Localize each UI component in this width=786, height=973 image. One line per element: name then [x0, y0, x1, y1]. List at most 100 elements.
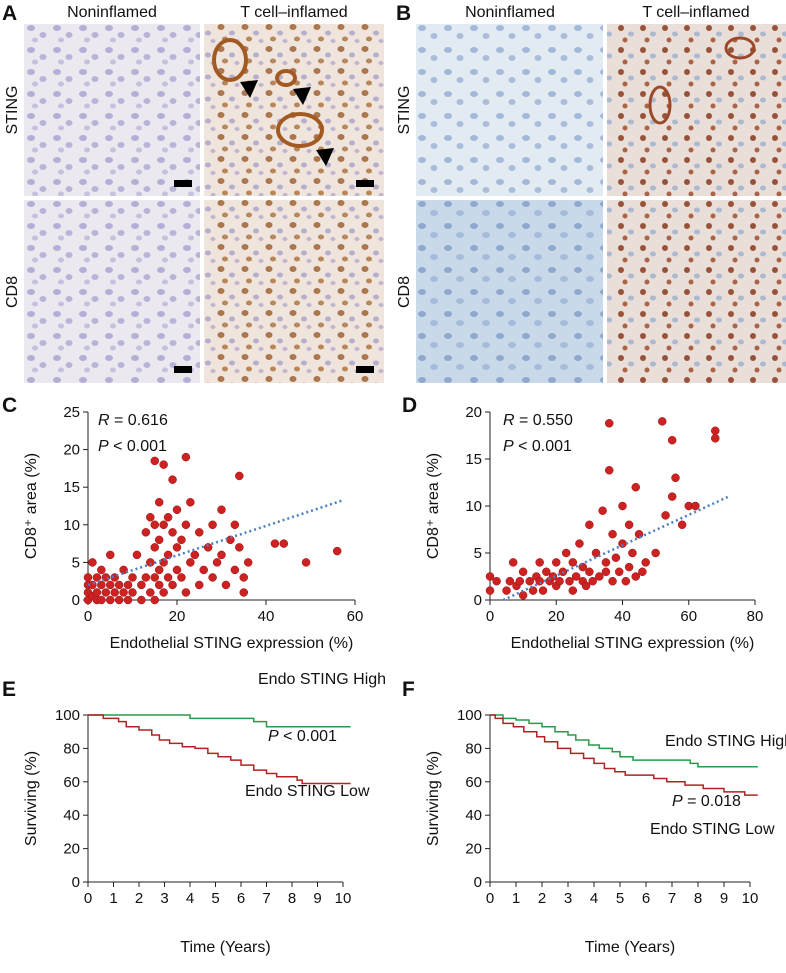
point	[106, 580, 115, 590]
y-tick-label: 0	[474, 592, 482, 609]
point	[588, 576, 597, 586]
point	[608, 529, 617, 539]
row-header: STING	[396, 86, 413, 135]
x-tick-label: 4	[590, 890, 598, 907]
x-axis-label: Time (Years)	[585, 939, 675, 956]
point	[177, 535, 186, 545]
x-tick-label: 0	[486, 608, 494, 625]
point	[631, 482, 640, 492]
point	[515, 576, 525, 586]
point	[119, 565, 128, 575]
point	[601, 567, 611, 577]
point	[195, 580, 204, 590]
x-tick-label: 60	[680, 608, 697, 625]
point	[217, 505, 226, 515]
panel-label: A	[2, 2, 17, 25]
point	[195, 528, 204, 537]
point	[83, 573, 93, 582]
point	[598, 506, 607, 515]
point	[137, 595, 146, 605]
point	[168, 475, 177, 484]
x-tick-label: 10	[742, 890, 759, 907]
point	[571, 572, 581, 581]
x-tick-label: 9	[720, 890, 728, 907]
column-header: T cell–inflamed	[642, 4, 749, 21]
point	[212, 558, 222, 567]
x-tick-label: 8	[694, 890, 702, 907]
trend-line	[502, 495, 730, 602]
y-tick-label: 100	[55, 707, 80, 724]
point	[332, 546, 342, 556]
point	[561, 548, 571, 558]
y-tick-label: 40	[465, 807, 482, 824]
y-tick-label: 60	[63, 774, 80, 791]
point	[492, 576, 501, 586]
point	[150, 520, 159, 530]
point	[568, 586, 578, 595]
point	[279, 539, 289, 548]
point	[172, 505, 182, 515]
point	[634, 529, 644, 539]
chart: 0 20 40 60 80 100 0 1 2 3 4 5 6 7 8 9 10 Surviving (%) Tim…	[425, 707, 786, 956]
point	[505, 576, 515, 586]
annotation: P < 0.001	[503, 438, 572, 455]
point	[172, 543, 182, 552]
point	[611, 553, 621, 562]
point	[186, 497, 195, 507]
y-tick-label: 20	[63, 841, 80, 858]
point	[168, 528, 177, 537]
point	[667, 492, 677, 501]
point	[243, 558, 253, 567]
x-tick-label: 3	[564, 890, 572, 907]
point	[518, 567, 528, 577]
point	[128, 588, 137, 597]
point	[671, 473, 680, 483]
x-tick-label: 9	[313, 890, 321, 907]
point	[163, 513, 173, 522]
y-axis-label: CD8⁺ area (%)	[23, 453, 40, 559]
x-tick-label: 40	[258, 608, 275, 625]
point	[221, 580, 231, 590]
chart: 0 5 10 15 20 25 0 20 40 60 CD8⁺ area (%) Endothelia…	[23, 404, 363, 652]
point	[618, 501, 627, 511]
stat-symbol: P	[98, 438, 109, 455]
x-tick-label: 0	[486, 890, 494, 907]
point	[608, 576, 617, 586]
point	[154, 565, 164, 575]
point	[691, 501, 700, 511]
point	[97, 595, 106, 605]
survival-curve	[88, 714, 351, 728]
column-header: Noninflamed	[67, 4, 157, 21]
stat-value: = 0.018	[683, 793, 741, 810]
stat-value: < 0.001	[109, 438, 167, 455]
point	[535, 558, 544, 567]
point	[485, 586, 495, 595]
x-tick-label: 5	[211, 890, 219, 907]
stat-symbol: R	[503, 412, 515, 429]
survival-curve	[88, 714, 351, 785]
x-tick-label: 3	[160, 890, 168, 907]
survival-curve	[490, 714, 758, 768]
point	[150, 595, 159, 605]
point	[239, 573, 248, 582]
y-tick-label: 60	[465, 774, 482, 791]
stat-symbol: P	[503, 438, 514, 455]
point	[542, 567, 551, 577]
point	[92, 588, 102, 597]
trend-line	[87, 499, 343, 587]
x-tick-label: 0	[84, 890, 92, 907]
point	[555, 576, 564, 586]
y-tick-label: 20	[465, 841, 482, 858]
y-tick-label: 5	[474, 545, 482, 562]
micrograph	[416, 200, 603, 383]
point	[190, 550, 200, 560]
x-tick-label: 80	[747, 608, 764, 625]
vessel	[212, 38, 324, 148]
x-tick-label: 7	[262, 890, 270, 907]
point	[163, 550, 173, 560]
point	[114, 580, 124, 590]
point	[88, 558, 97, 567]
point	[621, 576, 631, 586]
point	[159, 460, 168, 469]
